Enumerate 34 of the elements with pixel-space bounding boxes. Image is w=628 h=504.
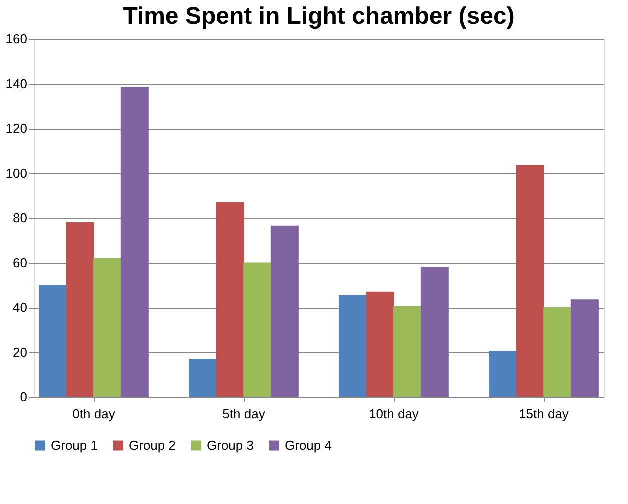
bar <box>189 358 218 397</box>
legend-label: Group 4 <box>285 438 332 453</box>
y-tick-label: 80 <box>13 210 28 226</box>
x-tick-label: 10th day <box>369 406 420 422</box>
legend-label: Group 3 <box>207 438 254 453</box>
chart-title: Time Spent in Light chamber (sec) <box>123 3 515 30</box>
x-tick-label: 0th day <box>72 406 116 422</box>
x-tick-label: 5th day <box>222 406 266 422</box>
x-tick-label: 15th day <box>519 406 570 422</box>
bar <box>244 262 272 397</box>
y-tick-label: 120 <box>6 121 28 136</box>
y-tick-label: 0 <box>20 390 28 404</box>
bar <box>394 306 422 397</box>
bar <box>366 292 394 397</box>
bar <box>94 258 122 397</box>
legend-label: Group 1 <box>51 438 98 453</box>
bar <box>544 308 572 397</box>
bar <box>489 351 518 397</box>
y-tick-label: 60 <box>13 255 28 270</box>
y-tick-label: 20 <box>13 344 28 360</box>
legend-label: Group 2 <box>129 438 176 453</box>
bar <box>120 87 149 397</box>
bar <box>516 165 544 397</box>
bar <box>570 300 599 397</box>
y-tick-label: 160 <box>6 32 28 46</box>
bar <box>339 295 368 397</box>
bar <box>270 226 299 397</box>
y-tick-label: 100 <box>6 166 28 181</box>
bar <box>39 285 68 397</box>
y-tick-label: 140 <box>6 76 28 92</box>
bar <box>216 202 244 397</box>
y-tick-label: 40 <box>13 300 28 315</box>
bar <box>66 222 94 397</box>
bar <box>420 267 449 397</box>
